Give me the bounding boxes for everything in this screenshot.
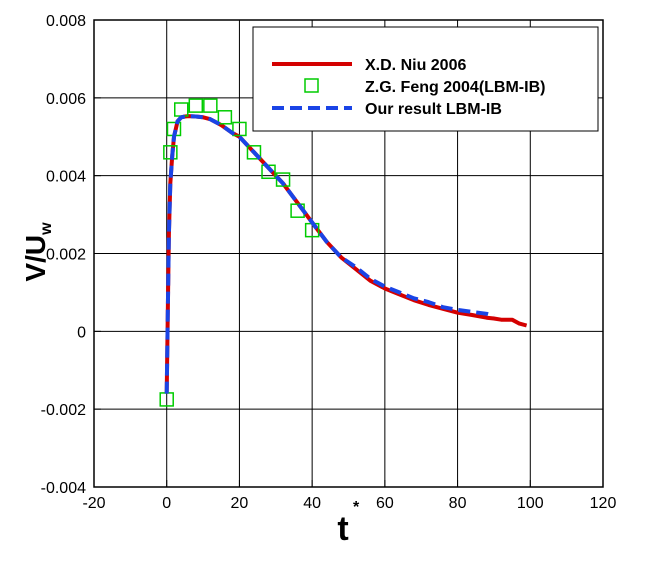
x-axis-label: t [337, 510, 348, 548]
y-tick-label: 0.004 [46, 169, 86, 186]
series-line-2 [164, 114, 495, 394]
plot-frame [93, 19, 604, 488]
tick-labels: -20 0 20 40 60 80 100 120 -0.004 -0.002 0 0.002 0.00… [41, 13, 617, 512]
x-tick-label: 60 [376, 495, 394, 512]
x-tick-label: 120 [590, 495, 617, 512]
x-tick-label: 0 [162, 495, 171, 512]
x-axis-label-superscript: * [353, 499, 360, 516]
x-axis-title: t * [337, 499, 360, 548]
x-tick-label: 20 [231, 495, 249, 512]
legend: X.D. Niu 2006 Z.G. Feng 2004(LBM-IB) Our… [252, 26, 599, 132]
y-tick-label: 0.002 [46, 247, 86, 264]
legend-label-feng: Z.G. Feng 2004(LBM-IB) [365, 79, 545, 96]
x-tick-label: 80 [449, 495, 467, 512]
legend-label-niu: X.D. Niu 2006 [365, 57, 466, 74]
x-tick-label: 100 [517, 495, 544, 512]
x-tick-label: -20 [82, 495, 105, 512]
y-tick-label: 0.006 [46, 91, 86, 108]
y-tick-label: 0 [77, 324, 86, 341]
y-axis-title: V/Uw [20, 222, 55, 282]
axes [93, 19, 604, 488]
data-point [232, 121, 247, 137]
series-line-0 [164, 114, 528, 394]
y-axis-label: V/Uw [20, 222, 55, 282]
data-point [217, 110, 233, 125]
y-tick-label: -0.002 [41, 402, 86, 419]
series-layer [159, 98, 528, 407]
legend-label-ours: Our result LBM-IB [365, 101, 502, 118]
x-tick-label: 40 [303, 495, 321, 512]
data-point [174, 102, 189, 117]
data-point [203, 98, 218, 113]
legend-swatch-feng [304, 78, 319, 93]
y-axis-label-subscript: w [38, 222, 55, 236]
data-point [188, 98, 204, 113]
data-point [246, 145, 262, 160]
legend-box [252, 26, 599, 132]
y-tick-label: 0.008 [46, 13, 86, 30]
y-axis-label-main: V/U [20, 235, 51, 282]
y-tick-label: -0.004 [41, 480, 86, 497]
